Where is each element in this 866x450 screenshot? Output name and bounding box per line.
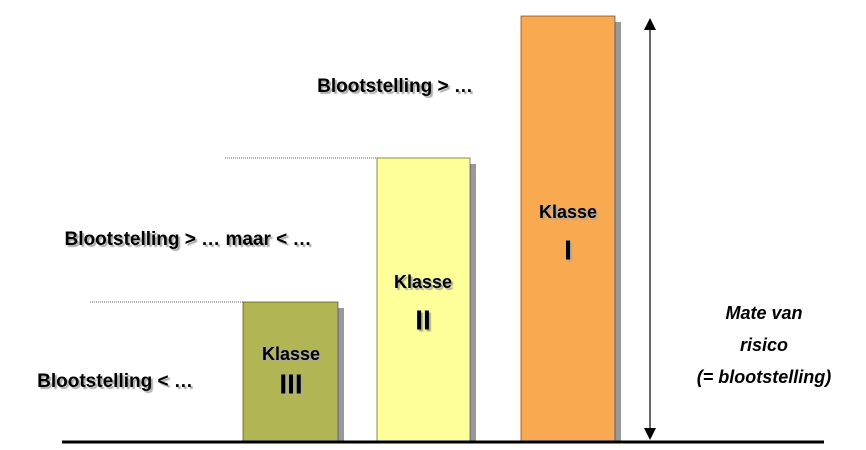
class-numeral: II [415,304,431,335]
level-label: Blootstelling < … [37,371,193,392]
class-bar [520,15,616,443]
class-word: Klasse [539,202,597,222]
class-word: Klasse [262,344,320,364]
level-label: Blootstelling > … maar < … [64,229,311,250]
class-numeral: III [279,368,302,399]
class-bar [242,301,339,443]
axis-label: Mate van [725,303,802,323]
class-word: Klasse [394,272,452,292]
class-bar [376,157,471,443]
class-numeral: I [564,234,572,265]
axis-label: risico [740,335,788,355]
level-label: Blootstelling > … [317,76,473,97]
axis-label: (= blootstelling) [697,367,832,387]
